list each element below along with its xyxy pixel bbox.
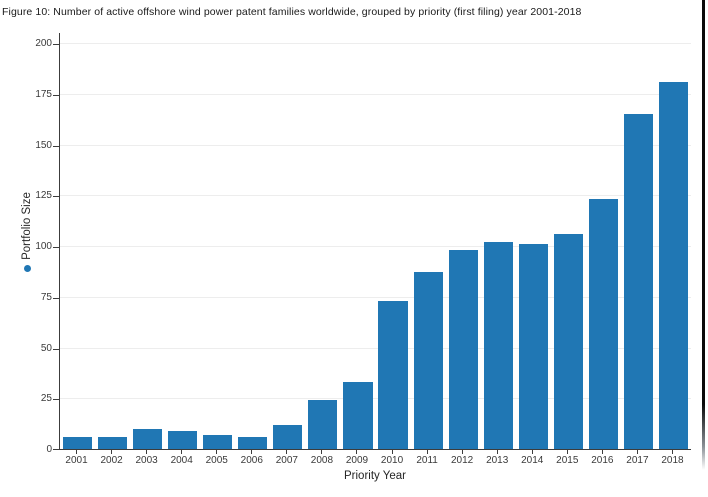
y-tick-mark-0	[53, 449, 59, 450]
x-axis-title: Priority Year	[343, 470, 407, 482]
x-tick-mark-2006	[251, 450, 253, 454]
bar-2012	[448, 250, 478, 449]
bar-2015	[553, 233, 583, 449]
x-tick-mark-2003	[146, 450, 148, 454]
x-tick-mark-2002	[111, 450, 113, 454]
y-tick-label-75: 75	[40, 291, 52, 303]
y-tick-label-50: 50	[40, 342, 52, 354]
y-tick-mark-150	[53, 145, 59, 147]
plot-area	[59, 33, 691, 450]
bar-2018	[658, 81, 689, 449]
x-tick-label-2005: 2005	[205, 455, 228, 466]
x-tick-label-2016: 2016	[591, 455, 614, 466]
gridline-y-75	[60, 296, 691, 298]
gridline-y-25	[60, 398, 691, 400]
x-tick-mark-2015	[566, 450, 568, 454]
x-tick-label-2010: 2010	[380, 455, 404, 466]
legend-dot-icon	[23, 264, 31, 272]
bar-2011	[413, 272, 443, 449]
x-tick-mark-2014	[531, 450, 533, 454]
y-tick-label-200: 200	[35, 38, 52, 49]
bar-2006	[238, 436, 268, 449]
x-tick-label-2002: 2002	[100, 455, 123, 466]
x-tick-label-2006: 2006	[240, 455, 263, 466]
bar-2005	[203, 434, 233, 449]
gridline-y-175	[60, 93, 691, 95]
y-tick-label-150: 150	[35, 139, 52, 151]
x-tick-mark-2011	[426, 450, 428, 454]
bar-2010	[378, 300, 408, 449]
y-tick-mark-50	[53, 348, 59, 350]
x-tick-label-2001: 2001	[65, 455, 88, 466]
y-tick-label-125: 125	[35, 190, 52, 202]
bar-2007	[273, 424, 303, 449]
bar-2001	[62, 436, 93, 449]
y-tick-label-0: 0	[46, 444, 52, 455]
x-tick-label-2012: 2012	[451, 455, 474, 466]
x-tick-label-2009: 2009	[345, 455, 369, 466]
figure-title: Figure 10: Number of active offshore win…	[2, 6, 582, 18]
x-tick-mark-2001	[76, 450, 78, 454]
x-tick-label-2007: 2007	[275, 455, 298, 466]
bar-2014	[518, 243, 548, 449]
x-tick-mark-2017	[636, 450, 638, 454]
x-tick-mark-2018	[671, 450, 673, 454]
x-tick-label-2004: 2004	[170, 455, 193, 466]
gridline-y-150	[60, 144, 691, 146]
y-tick-label-100: 100	[35, 241, 52, 252]
gridline-y-125	[60, 195, 691, 197]
bar-2009	[343, 382, 373, 449]
x-tick-mark-2013	[496, 450, 498, 454]
y-tick-mark-175	[53, 94, 59, 96]
x-tick-mark-2016	[601, 450, 603, 454]
y-tick-label-175: 175	[35, 88, 52, 100]
window-right-border	[702, 0, 705, 470]
bar-2017	[623, 114, 653, 449]
x-tick-label-2017: 2017	[626, 455, 649, 466]
x-tick-mark-2008	[321, 450, 323, 454]
bar-2013	[483, 241, 513, 449]
x-tick-label-2003: 2003	[135, 455, 158, 466]
x-tick-label-2011: 2011	[416, 455, 438, 466]
y-tick-mark-200	[53, 44, 59, 45]
y-tick-label-25: 25	[40, 393, 52, 405]
x-tick-label-2013: 2013	[486, 455, 509, 466]
bar-2003	[133, 428, 163, 449]
bar-2004	[168, 430, 198, 449]
gridline-y-50	[60, 347, 691, 349]
gridline-y-200	[60, 43, 691, 44]
x-tick-mark-2005	[216, 450, 218, 454]
gridline-y-100	[60, 246, 691, 247]
y-tick-mark-100	[53, 247, 59, 248]
x-tick-label-2014: 2014	[521, 455, 544, 466]
x-tick-label-2018: 2018	[661, 455, 684, 466]
bar-2002	[98, 436, 128, 449]
y-tick-mark-125	[53, 196, 59, 198]
x-tick-label-2008: 2008	[310, 455, 334, 466]
x-tick-mark-2007	[286, 450, 288, 454]
y-tick-mark-75	[53, 297, 59, 299]
x-tick-mark-2012	[461, 450, 463, 454]
x-tick-mark-2004	[181, 450, 183, 454]
x-tick-mark-2010	[391, 450, 393, 454]
bar-2016	[588, 199, 618, 449]
x-tick-label-2015: 2015	[556, 455, 579, 466]
bar-2008	[308, 400, 338, 449]
y-tick-mark-25	[53, 399, 59, 401]
x-tick-mark-2009	[356, 450, 358, 454]
